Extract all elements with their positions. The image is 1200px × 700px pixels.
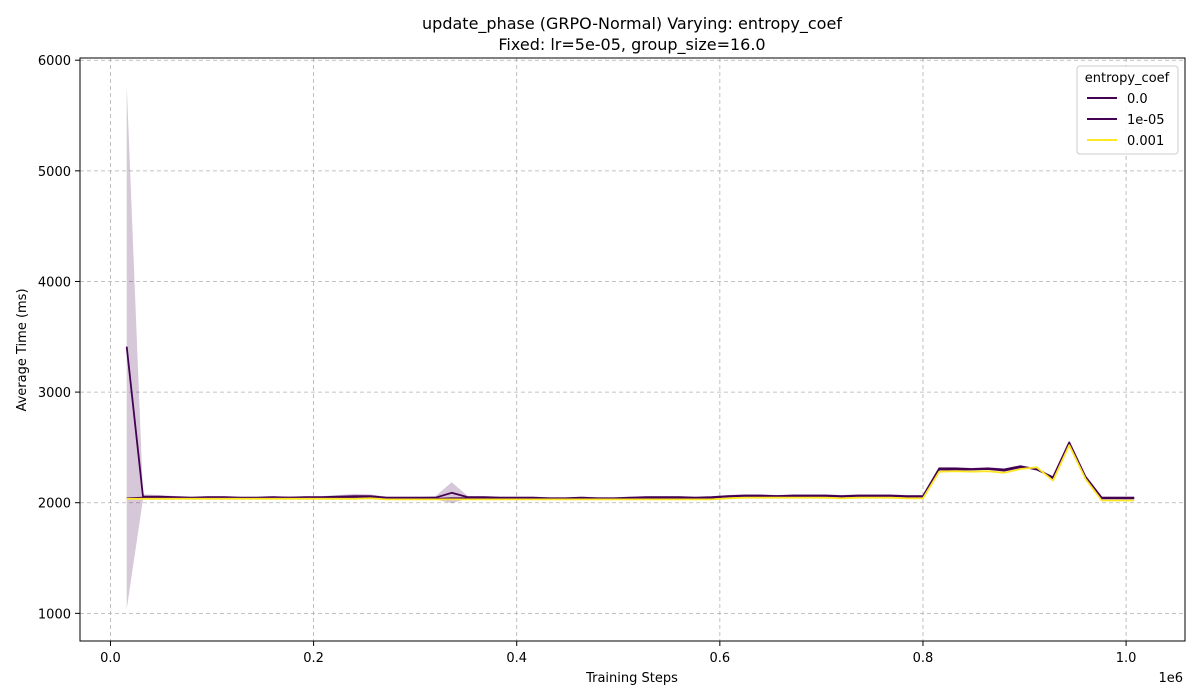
plot-frame	[79, 57, 1186, 642]
y-tick-label: 1000	[38, 607, 71, 622]
x-tick-label: 0.4	[506, 651, 527, 666]
x-tick-label: 1.0	[1116, 651, 1137, 666]
legend-label: 1e-05	[1127, 113, 1165, 128]
x-tick-label: 0.6	[710, 651, 731, 666]
confidence-bands	[126, 84, 1135, 609]
x-tick-label: 0.8	[913, 651, 934, 666]
legend-items: 0.0 1e-05 0.001	[1087, 92, 1165, 149]
y-ticks: 1000 2000 3000 4000 5000 6000	[38, 54, 80, 622]
legend-label: 0.001	[1127, 134, 1164, 149]
confidence-band	[126, 84, 1135, 609]
y-tick-label: 6000	[38, 54, 71, 69]
series-line	[125, 346, 1135, 500]
y-tick-label: 4000	[38, 275, 71, 290]
y-axis-label: Average Time (ms)	[15, 288, 30, 411]
y-tick-label: 2000	[38, 497, 71, 512]
series-line	[126, 444, 1135, 502]
x-axis-label: Training Steps	[585, 671, 678, 686]
x-tick-label: 0.0	[100, 651, 121, 666]
legend-box	[1076, 65, 1179, 155]
chart-title: update_phase (GRPO-Normal) Varying: entr…	[422, 14, 842, 34]
legend-label: 0.0	[1127, 92, 1148, 107]
legend: entropy_coef 0.0 1e-05 0.001	[1076, 65, 1179, 155]
y-tick-label: 5000	[38, 165, 71, 180]
x-tick-label: 0.2	[303, 651, 324, 666]
x-ticks: 0.0 0.2 0.4 0.6 0.8 1.0	[100, 641, 1136, 666]
series-lines	[125, 346, 1135, 502]
x-offset-label: 1e6	[1158, 671, 1183, 686]
chart-subtitle: Fixed: lr=5e-05, group_size=16.0	[498, 35, 765, 55]
grid	[80, 58, 1185, 641]
legend-title: entropy_coef	[1085, 71, 1170, 86]
y-tick-label: 3000	[38, 386, 71, 401]
